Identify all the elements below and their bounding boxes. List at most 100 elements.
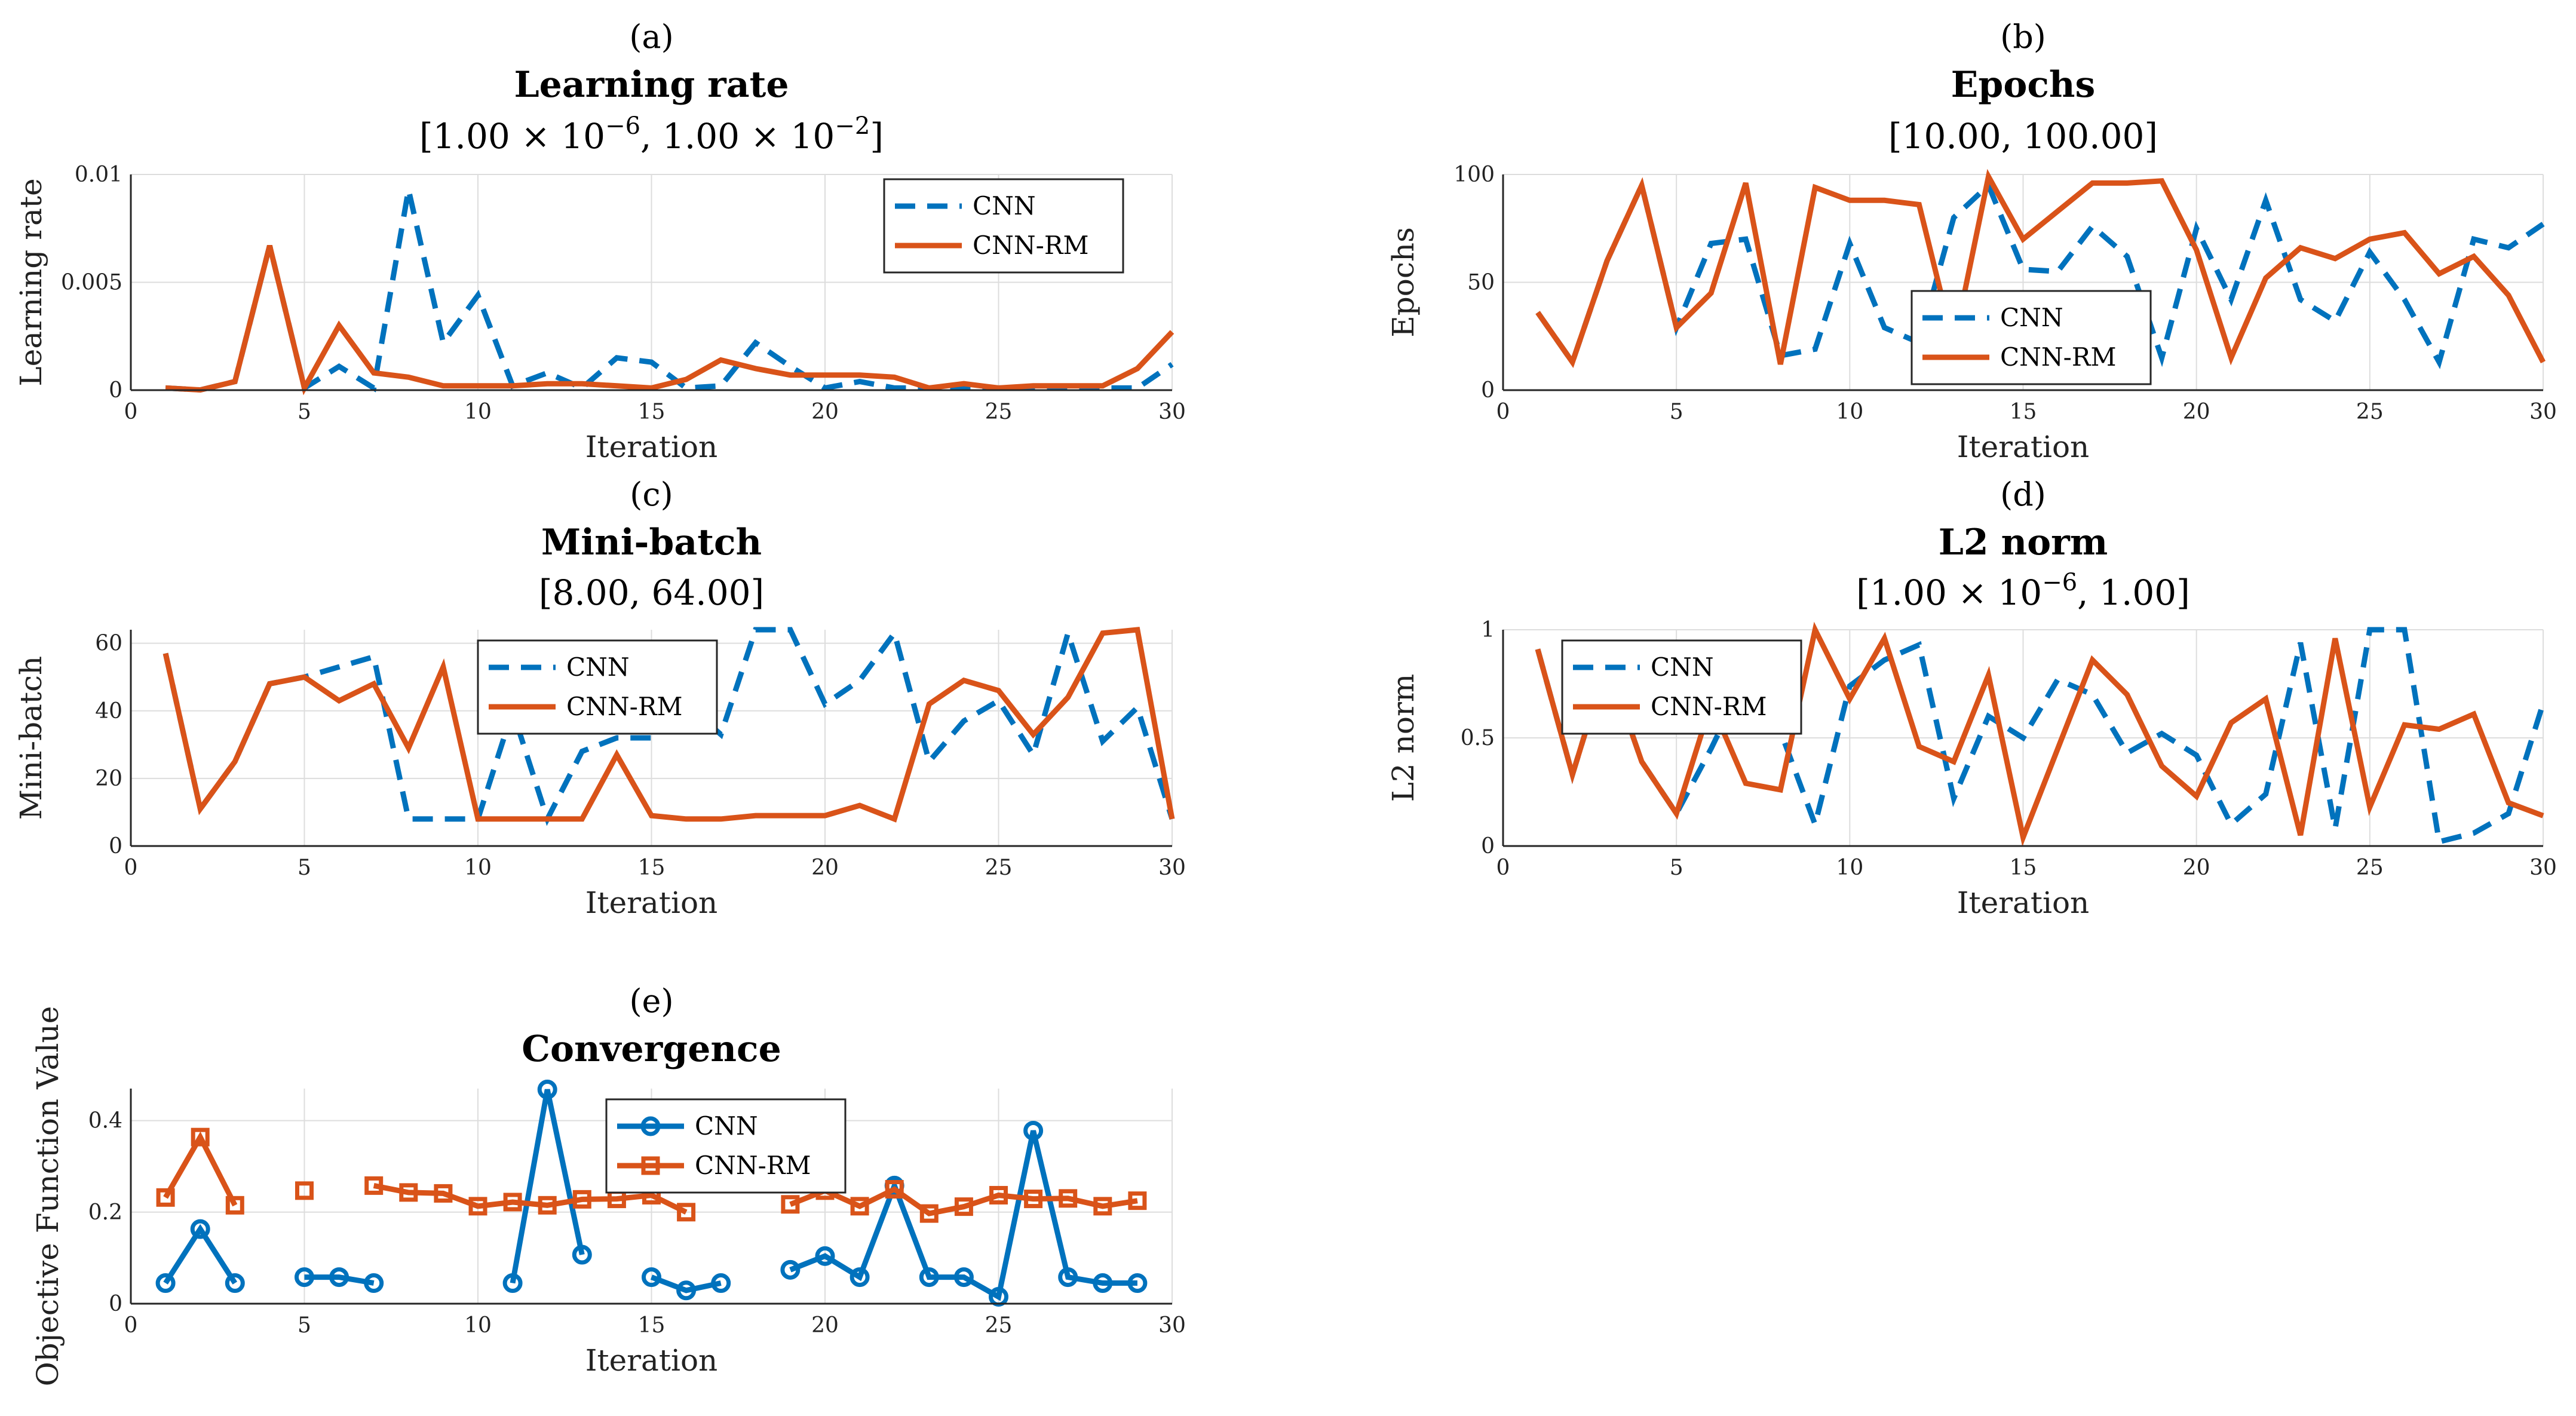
x-tick-label: 25 xyxy=(2356,400,2384,424)
legend: CNN CNN-RM xyxy=(605,1098,847,1194)
data-point-square xyxy=(781,1195,800,1214)
range-exponent: −6 xyxy=(605,112,640,140)
x-tick-label: 20 xyxy=(811,1313,839,1338)
x-tick-label: 10 xyxy=(1836,400,1863,424)
range-text: , 1.00 × 10 xyxy=(640,116,835,157)
series-cnn-rm xyxy=(165,244,1174,396)
series-cnn-rm xyxy=(162,627,1175,823)
series-line-segment xyxy=(163,1131,238,1207)
x-tick-label: 15 xyxy=(638,856,666,880)
data-point-square xyxy=(850,1197,869,1216)
x-tick-label: 30 xyxy=(2529,856,2557,880)
x-tick-label: 20 xyxy=(811,400,839,424)
series-cnn xyxy=(1535,627,2546,845)
series-line-segment xyxy=(789,1130,1137,1301)
legend: CNN CNN-RM xyxy=(1561,639,1802,735)
x-tick-label: 25 xyxy=(985,856,1013,880)
x-tick-label: 25 xyxy=(2356,856,2384,880)
subplot-5: (e) Convergence 0 5 10 15 20 25 30 0 0.2 0.4 Iterati… xyxy=(30,982,1186,1386)
y-tick-label: 1 xyxy=(1481,618,1495,642)
data-point-square xyxy=(989,1185,1008,1204)
data-point-square xyxy=(677,1203,696,1222)
data-point-circle xyxy=(780,1259,801,1280)
chart-title: Convergence xyxy=(522,1028,781,1070)
x-tick-label: 15 xyxy=(638,400,666,424)
data-point-square xyxy=(954,1197,973,1216)
y-tick-label: 100 xyxy=(1453,163,1495,187)
range-label: [10.00, 100.00] xyxy=(1888,116,2158,157)
series-cnn xyxy=(1535,177,2545,369)
y-axis-label: Epochs xyxy=(1386,227,1421,337)
y-tick-label: 0.2 xyxy=(88,1200,122,1225)
data-point-square xyxy=(1128,1191,1147,1210)
series-line-segment xyxy=(789,1186,1138,1216)
chart-title: Learning rate xyxy=(514,64,789,106)
series-cnn xyxy=(165,189,1174,393)
x-tick-label: 25 xyxy=(985,1313,1013,1338)
legend-entry: CNN xyxy=(1651,652,1714,682)
data-point-circle xyxy=(295,1267,314,1288)
series-line-segment xyxy=(373,1182,688,1215)
legend-entry: CNN-RM xyxy=(566,692,682,721)
x-tick-label: 30 xyxy=(1158,400,1186,424)
data-point-circle xyxy=(919,1267,939,1288)
panel-label: (d) xyxy=(2000,476,2046,513)
data-point-square xyxy=(191,1127,210,1147)
range-label: [8.00, 64.00] xyxy=(539,572,764,613)
series-line-segment xyxy=(162,627,1175,823)
x-tick-label: 15 xyxy=(638,1313,666,1338)
data-point-square xyxy=(503,1193,522,1212)
x-tick-label: 0 xyxy=(1496,400,1510,424)
legend-entry: CNN xyxy=(695,1111,758,1141)
series-cnn-rm xyxy=(156,1127,1147,1223)
legend-box xyxy=(1910,290,2152,385)
range-label: [1.00 × 10−6, 1.00 × 10−2] xyxy=(419,112,884,157)
data-point-square xyxy=(364,1176,384,1195)
series-line-segment xyxy=(1535,168,2546,368)
data-point-square xyxy=(295,1181,314,1200)
series-line-segment xyxy=(1535,177,2545,369)
legend: CNN CNN-RM xyxy=(1910,290,2152,385)
x-tick-label: 5 xyxy=(1670,400,1683,424)
panel-label: (e) xyxy=(629,982,673,1020)
legend-box xyxy=(605,1098,847,1194)
y-tick-label: 60 xyxy=(95,632,122,656)
series-line-segment xyxy=(1535,627,2546,845)
data-point-square xyxy=(538,1196,557,1215)
legend-entry: CNN-RM xyxy=(2000,342,2116,372)
series-line-segment xyxy=(510,1089,585,1284)
series-line-segment xyxy=(650,1274,722,1294)
data-point-square xyxy=(468,1197,487,1216)
range-text: [8.00, 64.00] xyxy=(539,572,764,613)
chart-title: L2 norm xyxy=(1939,522,2108,563)
range-text: [10.00, 100.00] xyxy=(1888,116,2158,157)
panel-label: (a) xyxy=(629,18,673,56)
panel-label: (c) xyxy=(630,476,673,513)
x-tick-label: 20 xyxy=(2183,856,2210,880)
data-point-circle xyxy=(711,1273,731,1294)
subplot-3: (c) Mini-batch [8.00, 64.00] 0 5 10 15 20 25 30 0 2… xyxy=(14,476,1186,920)
data-point-square xyxy=(919,1204,939,1223)
legend-entry: CNN xyxy=(973,191,1036,220)
range-text: [1.00 × 10 xyxy=(1856,572,2042,613)
legend-entry: CNN-RM xyxy=(1651,692,1767,721)
data-point-circle xyxy=(1127,1273,1148,1294)
data-point-square xyxy=(1093,1197,1112,1216)
panel-label: (b) xyxy=(2000,18,2046,56)
x-axis-label: Iteration xyxy=(1957,430,2090,464)
legend-entry: CNN-RM xyxy=(695,1151,811,1180)
x-axis-label: Iteration xyxy=(585,885,718,920)
range-exponent: −6 xyxy=(2042,569,2077,596)
data-point-circle xyxy=(190,1219,210,1239)
x-tick-label: 0 xyxy=(124,856,138,880)
range-exponent: −2 xyxy=(835,112,870,140)
data-point-circle xyxy=(676,1280,697,1301)
series-line-segment xyxy=(304,1274,375,1286)
subplot-2: (b) Epochs [10.00, 100.00] 0 5 10 15 20 25 30 0 50 1… xyxy=(1386,18,2557,464)
x-tick-label: 5 xyxy=(298,856,311,880)
data-point-square xyxy=(156,1188,175,1207)
y-tick-label: 0 xyxy=(109,378,122,403)
data-point-square xyxy=(434,1184,453,1203)
range-label: [1.00 × 10−6, 1.00] xyxy=(1856,569,2190,613)
